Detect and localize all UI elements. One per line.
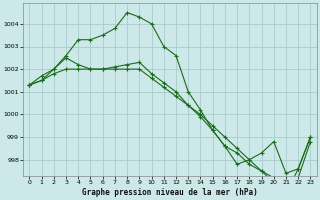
X-axis label: Graphe pression niveau de la mer (hPa): Graphe pression niveau de la mer (hPa) — [82, 188, 258, 197]
